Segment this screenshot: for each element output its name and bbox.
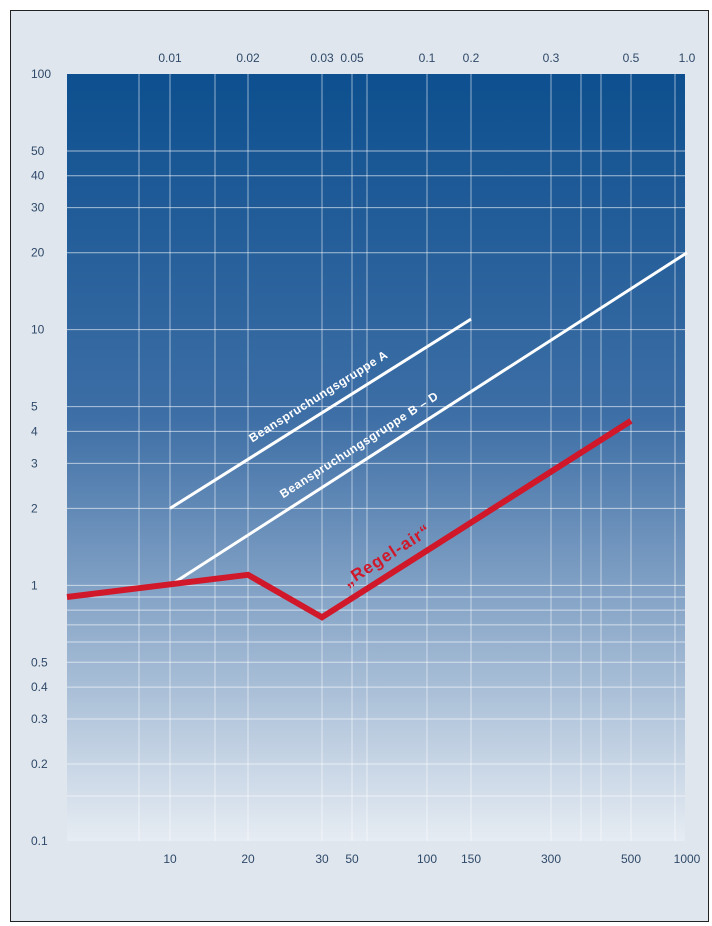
x-top-tick-label: 0.02 bbox=[236, 51, 260, 65]
x-bottom-tick-label: 150 bbox=[461, 852, 481, 866]
series-line bbox=[169, 317, 472, 510]
plot-background bbox=[67, 74, 685, 841]
chart-svg: 100 50 40 30 20 10 5 4 3 2 1 0.5 0.4 0.3 0.2 0.1 10 20 30 5… bbox=[31, 51, 701, 866]
x-bottom-tick-label: 1000 bbox=[674, 852, 701, 866]
x-top-tick-label: 0.03 bbox=[310, 51, 334, 65]
y-tick-label: 20 bbox=[31, 246, 45, 260]
tick-labels: 100 50 40 30 20 10 5 4 3 2 1 0.5 0.4 0.3 0.2 0.1 10 20 30 5… bbox=[31, 51, 701, 866]
y-tick-label: 0.2 bbox=[31, 757, 48, 771]
y-tick-label: 3 bbox=[31, 456, 38, 470]
y-tick-label: 5 bbox=[31, 400, 38, 414]
x-bottom-tick-label: 30 bbox=[315, 852, 329, 866]
y-tick-label: 4 bbox=[31, 424, 38, 438]
x-top-tick-label: 1.0 bbox=[679, 51, 696, 65]
x-top-tick-label: 0.01 bbox=[158, 51, 182, 65]
x-top-tick-label: 0.1 bbox=[419, 51, 436, 65]
y-tick-label: 0.3 bbox=[31, 712, 48, 726]
x-top-tick-label: 0.05 bbox=[340, 51, 364, 65]
y-tick-label: 50 bbox=[31, 144, 45, 158]
x-bottom-tick-label: 20 bbox=[241, 852, 255, 866]
x-bottom-tick-label: 100 bbox=[417, 852, 437, 866]
x-bottom-tick-label: 500 bbox=[621, 852, 641, 866]
y-tick-label: 1 bbox=[31, 578, 38, 592]
y-tick-label: 30 bbox=[31, 201, 45, 215]
y-tick-label: 100 bbox=[31, 67, 51, 81]
y-tick-label: 0.4 bbox=[31, 680, 48, 694]
series-lines bbox=[66, 251, 688, 621]
y-tick-label: 0.1 bbox=[31, 834, 48, 848]
chart-frame: 100 50 40 30 20 10 5 4 3 2 1 0.5 0.4 0.3 0.2 0.1 10 20 30 5… bbox=[10, 10, 709, 922]
grid-lines bbox=[67, 74, 685, 841]
x-top-tick-label: 0.2 bbox=[463, 51, 480, 65]
y-tick-label: 2 bbox=[31, 501, 38, 515]
y-tick-label: 40 bbox=[31, 169, 45, 183]
series-line bbox=[66, 418, 633, 621]
x-top-tick-label: 0.5 bbox=[623, 51, 640, 65]
x-bottom-tick-label: 50 bbox=[345, 852, 359, 866]
y-tick-label: 0.5 bbox=[31, 655, 48, 669]
series-line bbox=[169, 251, 688, 587]
y-tick-label: 10 bbox=[31, 323, 45, 337]
x-top-tick-label: 0.3 bbox=[543, 51, 560, 65]
x-bottom-tick-label: 300 bbox=[541, 852, 561, 866]
x-bottom-tick-label: 10 bbox=[163, 852, 177, 866]
